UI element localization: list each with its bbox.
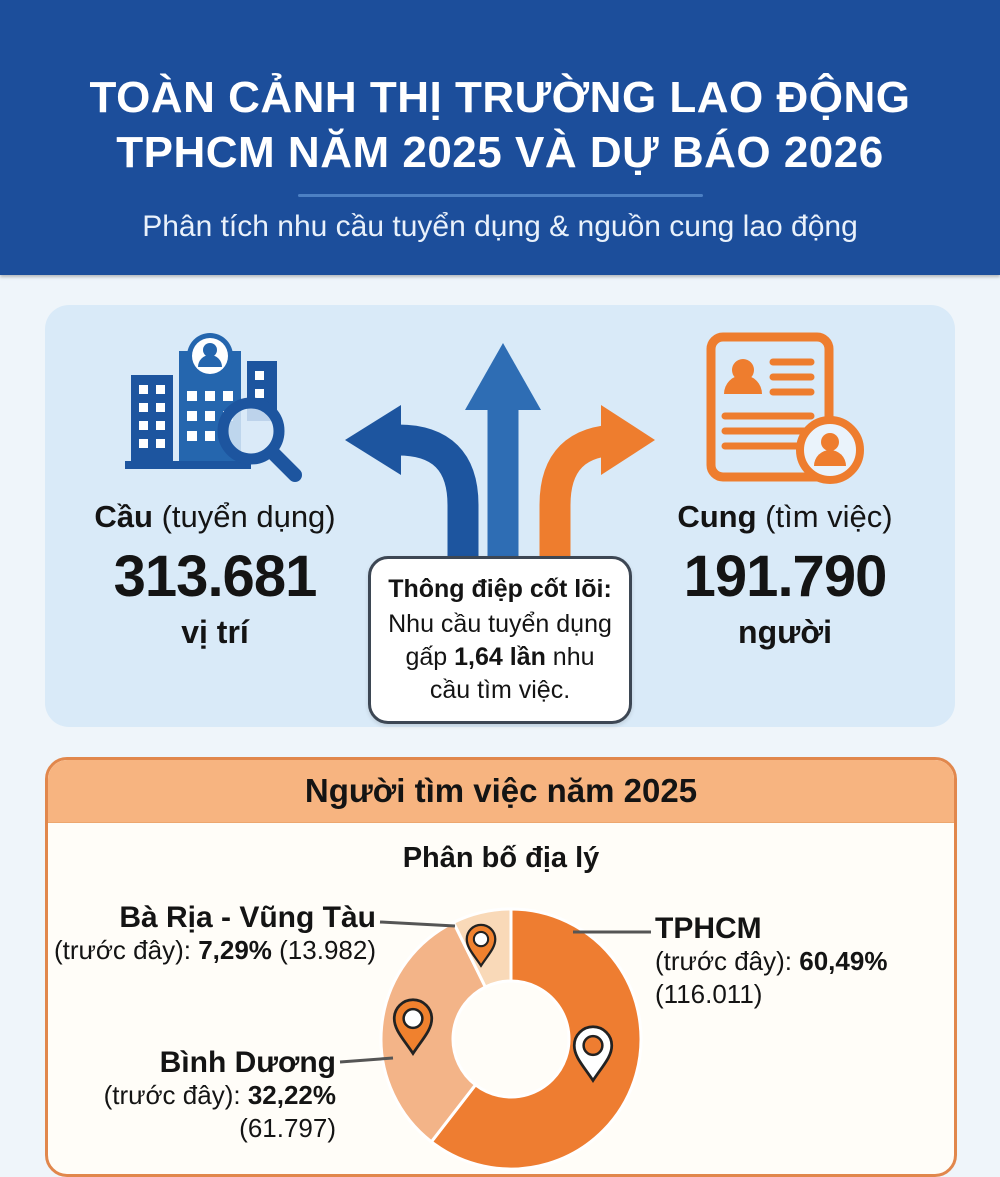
connector-baria bbox=[379, 920, 456, 928]
label-tphcm-count: (116.011) bbox=[655, 979, 763, 1009]
overview-card: Cầu (tuyển dụng) 313.681 vị trí bbox=[45, 305, 955, 727]
label-binhduong: Bình Dương (trước đây): 32,22% (61.797) bbox=[48, 1046, 336, 1145]
label-tphcm: TPHCM (trước đây): 60,49% (116.011) bbox=[655, 912, 954, 1011]
core-message-line2: gấp 1,64 lần nhu bbox=[405, 643, 595, 671]
geo-distribution-donut-chart bbox=[339, 907, 651, 1171]
page-title-line2: TPHCM NĂM 2025 VÀ DỰ BÁO 2026 bbox=[116, 128, 884, 177]
demand-stat: Cầu (tuyển dụng) 313.681 vị trí bbox=[45, 305, 385, 651]
page-title: TOÀN CẢNH THỊ TRƯỜNG LAO ĐỘNG TPHCM NĂM … bbox=[0, 70, 1000, 180]
page-subtitle: Phân tích nhu cầu tuyển dụng & nguồn cun… bbox=[142, 210, 858, 243]
label-baria-name: Bà Rịa - Vũng Tàu bbox=[119, 901, 376, 934]
label-binhduong-count: (61.797) bbox=[239, 1113, 336, 1143]
supply-stat: Cung (tìm việc) 191.790 người bbox=[615, 305, 955, 651]
geo-distribution-title: Phân bố địa lý bbox=[402, 842, 600, 874]
demand-label: Cầu (tuyển dụng) bbox=[94, 499, 336, 534]
connector-binhduong bbox=[339, 1056, 394, 1064]
donut-slice bbox=[379, 920, 488, 1144]
map-pin-icon-baria bbox=[465, 923, 497, 968]
label-binhduong-detail: (trước đây): 32,22% bbox=[103, 1080, 336, 1110]
page-title-line1: TOÀN CẢNH THỊ TRƯỜNG LAO ĐỘNG bbox=[89, 73, 911, 122]
demand-value: 313.681 bbox=[113, 544, 318, 609]
map-pin-icon-tphcm bbox=[572, 1025, 614, 1083]
demand-unit: vị trí bbox=[181, 614, 249, 650]
core-message-line3: cầu tìm việc. bbox=[429, 676, 571, 704]
label-binhduong-name: Bình Dương bbox=[159, 1046, 336, 1079]
map-pin-icon-binhduong bbox=[392, 998, 434, 1056]
jobseekers-card-header: Người tìm việc năm 2025 bbox=[48, 760, 954, 823]
cv-profile-icon bbox=[615, 332, 955, 484]
core-message-title: Thông điệp cốt lõi: bbox=[388, 575, 612, 603]
core-message-line1: Nhu cầu tuyển dụng bbox=[388, 610, 612, 638]
supply-unit: người bbox=[738, 614, 832, 650]
jobseekers-card-title: Người tìm việc năm 2025 bbox=[304, 772, 698, 809]
label-baria-detail: (trước đây): 7,29% (13.982) bbox=[53, 935, 376, 965]
header-banner: TOÀN CẢNH THỊ TRƯỜNG LAO ĐỘNG TPHCM NĂM … bbox=[0, 0, 1000, 275]
header-divider bbox=[297, 194, 703, 197]
label-tphcm-name: TPHCM bbox=[655, 912, 762, 945]
supply-value: 191.790 bbox=[683, 544, 888, 609]
supply-label: Cung (tìm việc) bbox=[677, 499, 893, 534]
employer-search-icon bbox=[45, 333, 385, 483]
label-tphcm-detail: (trước đây): 60,49% bbox=[655, 946, 888, 976]
label-baria: Bà Rịa - Vũng Tàu (trước đây): 7,29% (13… bbox=[48, 901, 376, 967]
jobseekers-card: Người tìm việc năm 2025 Phân bố địa lý B… bbox=[45, 757, 957, 1177]
core-message-box: Thông điệp cốt lõi: Nhu cầu tuyển dụng g… bbox=[368, 556, 632, 724]
